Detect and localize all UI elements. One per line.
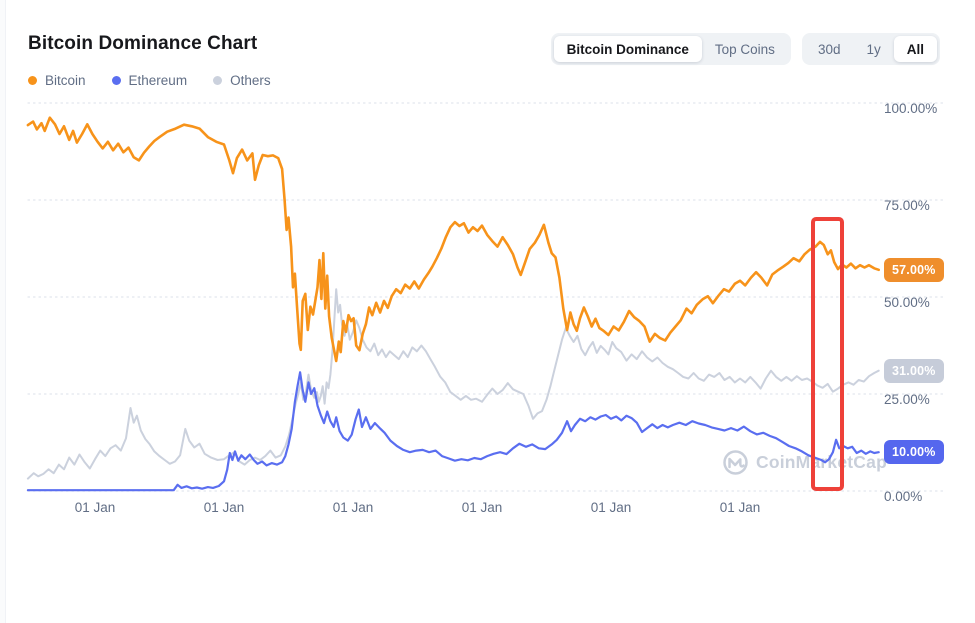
x-axis-label-2020: 01 Jan <box>461 500 503 515</box>
coinmarketcap-logo-icon <box>723 450 748 475</box>
view-toggle-option-bitcoin-dominance[interactable]: Bitcoin Dominance <box>553 36 702 62</box>
others-current-value-badge: 31.00% <box>884 358 944 383</box>
legend-label: Ethereum <box>128 73 188 88</box>
bitcoin-legend-dot-icon <box>28 76 37 85</box>
range-toggle: 30d 1y All <box>801 33 940 65</box>
ethereum-legend-dot-icon <box>111 76 121 85</box>
highlight-annotation-box <box>811 217 844 492</box>
chart-legend: Bitcoin Ethereum Others <box>28 73 271 88</box>
x-axis-label-2018: 01 Jan <box>332 500 374 515</box>
y-axis-label-0: 0.00% <box>884 489 923 504</box>
watermark-text: CoinMarketCap <box>756 452 887 472</box>
x-axis-label-2016: 01 Jan <box>203 500 245 515</box>
page-edge-divider <box>0 0 6 623</box>
legend-item-others[interactable]: Others <box>213 73 271 88</box>
chart-controls: Bitcoin Dominance Top Coins 30d 1y All <box>550 33 940 65</box>
x-axis-label-2022: 01 Jan <box>590 500 632 515</box>
x-axis-label-2014: 01 Jan <box>74 500 116 515</box>
x-axis-label-2024: 01 Jan <box>719 500 761 515</box>
others-legend-dot-icon <box>213 76 223 85</box>
y-axis-label-25: 25.00% <box>884 392 930 407</box>
page-title: Bitcoin Dominance Chart <box>28 33 258 54</box>
ethereum-line-series <box>26 371 880 492</box>
view-toggle: Bitcoin Dominance Top Coins <box>550 33 791 65</box>
coinmarketcap-watermark: CoinMarketCap <box>722 449 887 476</box>
bitcoin-line-series <box>26 116 881 363</box>
legend-label: Others <box>230 73 271 88</box>
ethereum-current-value-badge: 10.00% <box>884 440 944 465</box>
range-toggle-option-1y[interactable]: 1y <box>853 36 893 62</box>
view-toggle-option-top-coins[interactable]: Top Coins <box>702 36 788 62</box>
legend-label: Bitcoin <box>45 73 86 88</box>
y-axis-label-50: 50.00% <box>884 295 930 310</box>
range-toggle-option-all[interactable]: All <box>893 36 937 62</box>
range-toggle-option-30d[interactable]: 30d <box>805 36 854 62</box>
legend-item-ethereum[interactable]: Ethereum <box>111 73 188 88</box>
y-axis-label-100: 100.00% <box>884 101 938 116</box>
others-line-series <box>26 288 880 480</box>
legend-item-bitcoin[interactable]: Bitcoin <box>28 73 86 88</box>
bitcoin-current-value-badge: 57.00% <box>884 257 944 282</box>
y-axis-label-75: 75.00% <box>884 198 930 213</box>
